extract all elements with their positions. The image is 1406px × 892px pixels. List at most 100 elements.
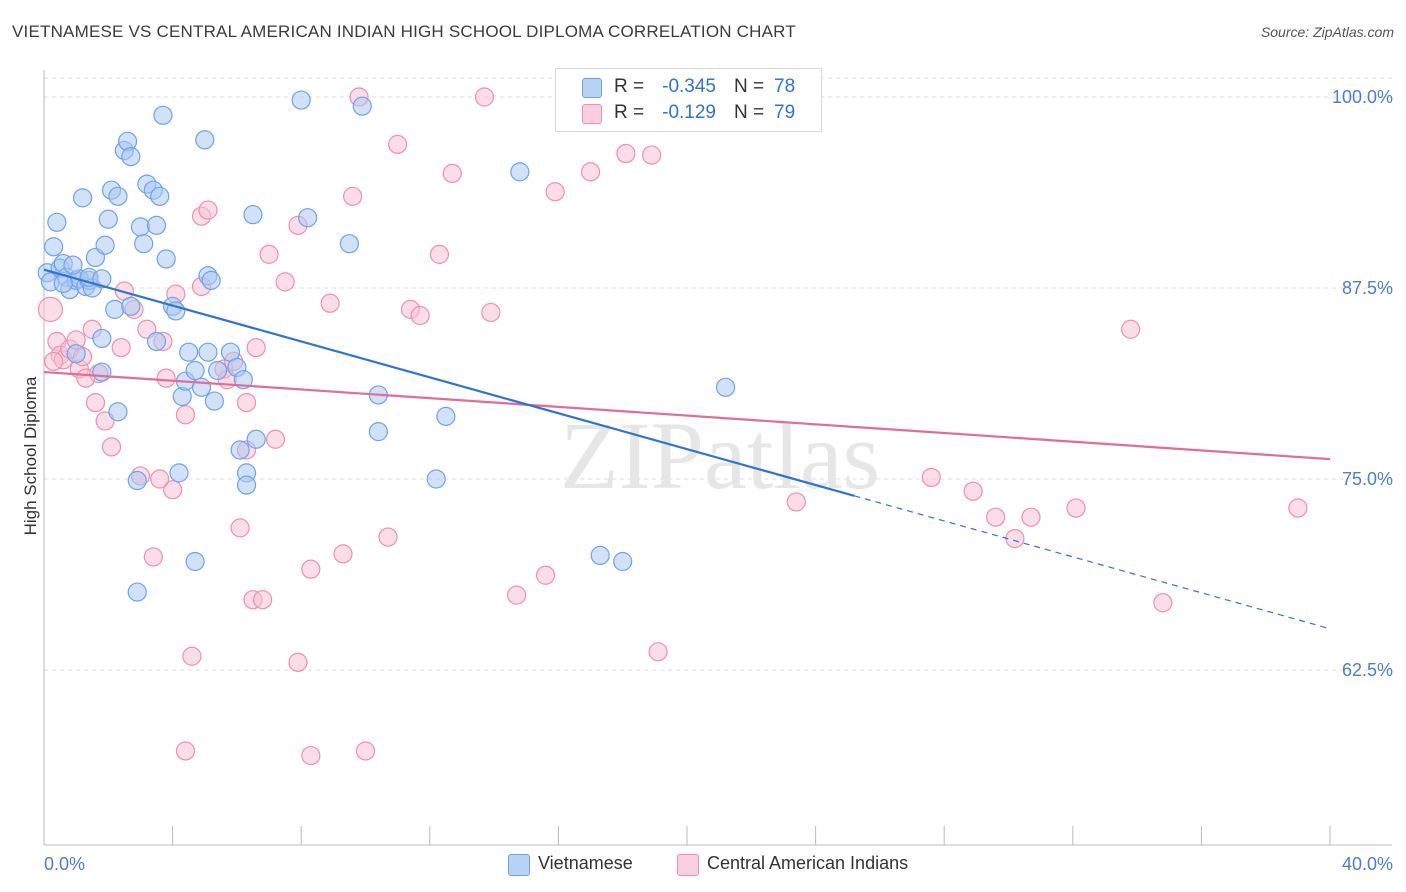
data-point-central-american-indians — [1066, 498, 1086, 518]
data-point-central-american-indians — [481, 302, 501, 323]
data-point-vietnamese — [72, 188, 93, 208]
data-point-central-american-indians — [156, 368, 176, 388]
x-tick-label: 40.0% — [1342, 854, 1393, 874]
data-point-vietnamese — [121, 146, 141, 167]
data-point-vietnamese — [208, 360, 228, 381]
data-point-vietnamese — [230, 440, 250, 460]
data-point-vietnamese — [179, 342, 199, 362]
data-point-vietnamese — [185, 551, 205, 572]
data-point-central-american-indians — [410, 305, 430, 326]
data-point-central-american-indians — [474, 87, 495, 107]
data-point-vietnamese — [195, 130, 215, 150]
y-tick-label: 87.5% — [1342, 278, 1393, 298]
data-point-central-american-indians — [1021, 507, 1041, 527]
data-point-central-american-indians — [333, 544, 353, 564]
data-point-vietnamese — [352, 96, 372, 116]
data-point-vietnamese — [298, 208, 318, 228]
data-point-central-american-indians — [163, 480, 183, 500]
legend-n-value: 78 — [774, 76, 796, 97]
data-point-vietnamese — [436, 406, 456, 426]
stats-legend: R = -0.345 N = 78 R = -0.129 N = 79 — [555, 68, 822, 132]
data-point-central-american-indians — [1121, 319, 1141, 339]
data-point-vietnamese — [153, 105, 173, 125]
data-point-central-american-indians — [265, 429, 286, 449]
data-point-vietnamese — [98, 209, 118, 229]
watermark: ZIPatlas — [560, 402, 880, 509]
data-point-vietnamese — [243, 205, 263, 225]
trend-lines-top — [43, 268, 1331, 630]
data-point-central-american-indians — [442, 163, 462, 183]
legend-swatch-pink — [677, 854, 699, 876]
legend-swatch-blue — [582, 78, 602, 98]
data-point-central-american-indians — [275, 272, 295, 292]
data-point-vietnamese — [613, 551, 633, 572]
data-point-vietnamese — [169, 463, 189, 483]
data-point-central-american-indians — [378, 527, 398, 547]
data-point-central-american-indians — [37, 296, 64, 322]
data-point-vietnamese — [92, 362, 112, 382]
data-point-vietnamese — [715, 377, 736, 397]
data-point-vietnamese — [166, 301, 186, 321]
data-point-central-american-indians — [580, 162, 601, 182]
data-point-vietnamese — [236, 475, 257, 495]
data-point-vietnamese — [127, 470, 147, 491]
data-point-vietnamese — [127, 582, 147, 602]
data-point-vietnamese — [108, 186, 128, 206]
series-legend: Vietnamese Central American Indians — [0, 852, 1406, 878]
data-point-central-american-indians — [545, 182, 565, 202]
data-point-vietnamese — [204, 391, 224, 411]
data-point-central-american-indians — [388, 134, 408, 154]
data-point-central-american-indians — [259, 244, 279, 264]
y-tick-label: 62.5% — [1342, 660, 1393, 680]
data-point-vietnamese — [95, 235, 115, 255]
data-point-central-american-indians — [253, 590, 273, 610]
data-point-central-american-indians — [143, 547, 163, 567]
data-point-central-american-indians — [301, 745, 321, 766]
legend-row-vietnamese: R = -0.345 N = 78 — [556, 74, 821, 100]
legend-n-label: N = — [734, 76, 765, 97]
data-point-vietnamese — [426, 469, 446, 489]
data-point-central-american-indians — [182, 646, 202, 666]
data-point-central-american-indians — [175, 741, 196, 761]
legend-r-value: -0.129 — [662, 102, 716, 123]
legend-n-label: N = — [734, 102, 765, 123]
data-point-vietnamese — [185, 360, 205, 381]
data-point-central-american-indians — [198, 200, 218, 220]
data-point-vietnamese — [63, 255, 83, 275]
data-point-vietnamese — [510, 162, 530, 182]
data-point-vietnamese — [130, 217, 151, 237]
trend-line-vietnamese — [43, 268, 855, 497]
data-point-vietnamese — [339, 234, 360, 254]
chart-title: VIETNAMESE VS CENTRAL AMERICAN INDIAN HI… — [12, 22, 796, 41]
data-point-central-american-indians — [44, 351, 64, 371]
data-point-central-american-indians — [355, 741, 376, 761]
data-point-vietnamese — [146, 331, 167, 352]
data-point-vietnamese — [246, 429, 266, 449]
data-point-vietnamese — [590, 545, 610, 566]
data-point-central-american-indians — [1005, 528, 1025, 549]
y-tick-label: 75.0% — [1342, 469, 1393, 489]
data-point-central-american-indians — [301, 559, 321, 579]
data-point-vietnamese — [92, 269, 112, 289]
data-point-central-american-indians — [642, 145, 662, 165]
data-point-central-american-indians — [288, 652, 308, 672]
data-point-central-american-indians — [963, 481, 983, 501]
axes — [43, 70, 1392, 846]
data-point-central-american-indians — [236, 393, 257, 413]
source-label: Source: ZipAtlas.com — [1260, 24, 1394, 40]
points-blue — [37, 90, 736, 602]
data-point-central-american-indians — [616, 143, 636, 164]
data-point-central-american-indians — [85, 393, 106, 413]
data-point-central-american-indians — [921, 467, 941, 488]
data-point-vietnamese — [92, 328, 112, 349]
data-point-vietnamese — [47, 212, 67, 232]
trend-line-vietnamese-extension — [854, 495, 1331, 630]
data-point-central-american-indians — [786, 492, 806, 512]
legend-label: Central American Indians — [707, 853, 909, 873]
data-point-central-american-indians — [320, 293, 340, 313]
data-point-vietnamese — [191, 377, 212, 397]
y-axis-label: High School Diploma — [21, 376, 40, 535]
legend-r-value: -0.345 — [662, 76, 716, 97]
data-point-central-american-indians — [246, 337, 266, 358]
